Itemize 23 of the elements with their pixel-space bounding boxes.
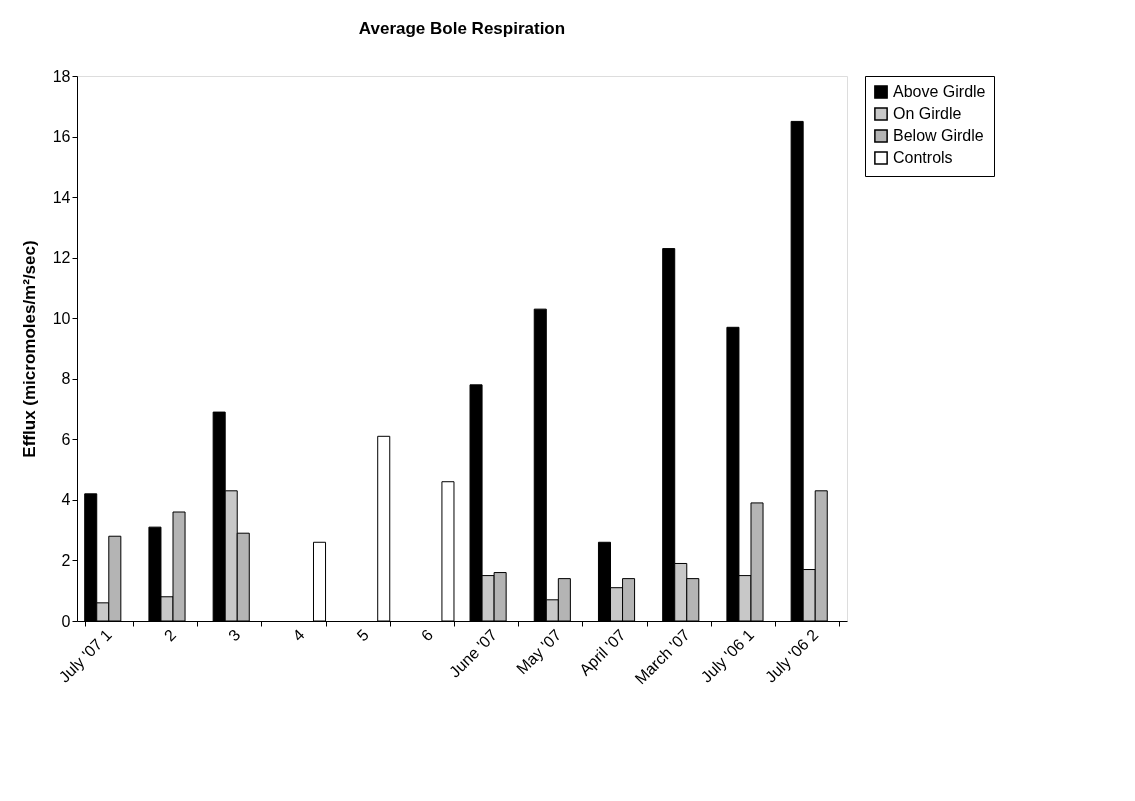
- x-tick-label: May '07: [513, 626, 565, 678]
- y-tick-label: 8: [61, 370, 71, 388]
- y-tick-label: 12: [52, 249, 71, 267]
- x-tick-label: July '06 2: [761, 626, 822, 686]
- y-tick-label: 10: [52, 309, 71, 327]
- y-tick-label: 4: [61, 491, 71, 509]
- y-tick-label: 6: [61, 430, 71, 448]
- y-axis-title: Efflux (micromoles/m²/sec): [19, 240, 39, 458]
- x-tick-label: 3: [225, 626, 244, 645]
- y-tick-label: 16: [52, 128, 71, 146]
- x-tick-label: 6: [417, 626, 437, 645]
- x-tick-label: July '06 1: [697, 626, 758, 686]
- x-tick-label: 4: [289, 626, 308, 645]
- legend-label: Above Girdle: [893, 83, 986, 100]
- x-tick-label: 5: [353, 626, 372, 645]
- x-tick-label: 2: [160, 626, 180, 645]
- y-tick-label: 18: [52, 67, 71, 85]
- y-tick-label: 2: [61, 551, 71, 569]
- legend-label: On Girdle: [893, 105, 962, 122]
- y-tick-label: 14: [52, 188, 71, 206]
- chart-title: Average Bole Respiration: [358, 19, 566, 38]
- legend-label: Controls: [893, 149, 953, 166]
- legend-label: Below Girdle: [893, 127, 984, 144]
